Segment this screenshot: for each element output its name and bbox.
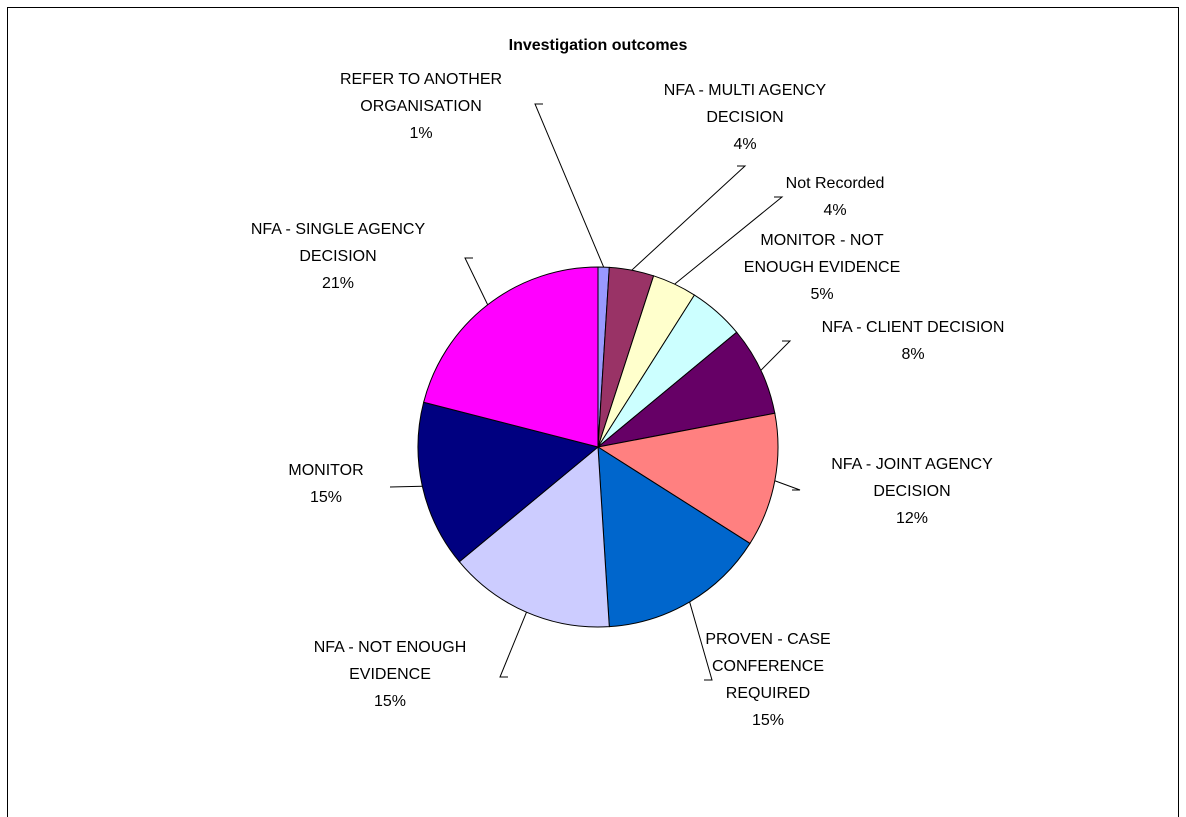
chart-title: Investigation outcomes — [509, 37, 688, 54]
data-label: NFA - MULTI AGENCY DECISION 4% — [640, 77, 850, 158]
data-label: NFA - CLIENT DECISION 8% — [793, 314, 1033, 368]
label-value: 1% — [409, 125, 433, 142]
label-value: 8% — [901, 346, 925, 363]
leader-line — [389, 485, 423, 488]
data-label: REFER TO ANOTHER ORGANISATION 1% — [331, 66, 511, 147]
label-value: 4% — [823, 202, 847, 219]
leader-line — [499, 612, 527, 678]
leader-line — [464, 257, 489, 305]
label-category: NFA - NOT ENOUGH EVIDENCE — [313, 639, 467, 683]
label-category: NFA - MULTI AGENCY DECISION — [663, 82, 827, 126]
label-category: NFA - SINGLE AGENCY DECISION — [250, 221, 426, 265]
leader-line — [674, 196, 784, 285]
pie-slice — [423, 266, 599, 448]
label-category: MONITOR — [288, 462, 364, 479]
data-label: MONITOR 15% — [276, 457, 376, 511]
data-label: NFA - SINGLE AGENCY DECISION 21% — [221, 216, 456, 297]
label-category: NFA - CLIENT DECISION — [821, 319, 1005, 336]
pie-slice — [417, 401, 600, 563]
pie-slice — [458, 445, 610, 628]
label-value: 15% — [751, 712, 785, 729]
leader-line — [689, 601, 713, 681]
leader-line — [631, 165, 747, 271]
label-category: MONITOR - NOT ENOUGH EVIDENCE — [743, 232, 901, 276]
data-label: PROVEN - CASE CONFERENCE REQUIRED 15% — [688, 626, 848, 734]
pie-slice — [596, 412, 779, 545]
leader-line — [760, 340, 792, 371]
data-label: MONITOR - NOT ENOUGH EVIDENCE 5% — [735, 227, 910, 308]
leader-line — [774, 480, 801, 491]
label-value: 21% — [321, 275, 355, 292]
label-value: 15% — [309, 489, 343, 506]
data-label: NFA - JOINT AGENCY DECISION 12% — [805, 451, 1020, 532]
data-label: NFA - NOT ENOUGH EVIDENCE 15% — [295, 634, 485, 715]
label-value: 15% — [373, 693, 407, 710]
label-category: Not Recorded — [785, 175, 885, 192]
label-value: 5% — [810, 286, 834, 303]
label-category: PROVEN - CASE CONFERENCE REQUIRED — [705, 631, 831, 702]
pie-slice — [597, 331, 776, 448]
label-value: 12% — [895, 510, 929, 527]
label-category: NFA - JOINT AGENCY DECISION — [831, 456, 993, 500]
data-label: Not Recorded 4% — [755, 170, 915, 224]
label-value: 4% — [733, 136, 757, 153]
label-category: REFER TO ANOTHER ORGANISATION — [339, 71, 503, 115]
leader-line — [534, 103, 605, 268]
